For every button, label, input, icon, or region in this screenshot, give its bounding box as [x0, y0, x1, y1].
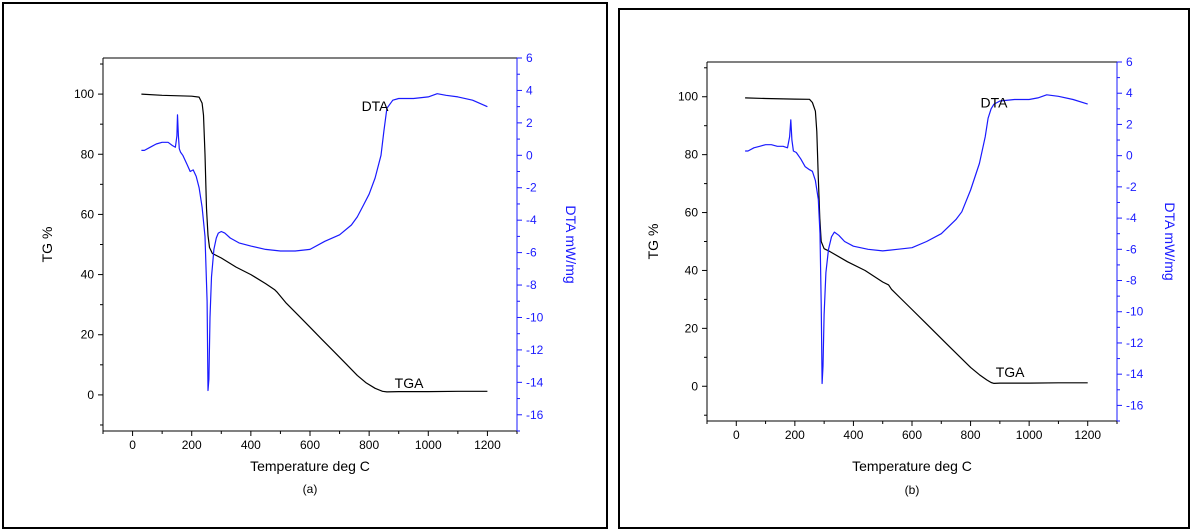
- y-right-tick-label: -2: [1126, 180, 1137, 194]
- y-left-tick-label: 40: [685, 263, 699, 277]
- y-right-tick-label: -12: [1126, 336, 1144, 350]
- y-right-tick-label: -16: [1126, 398, 1144, 412]
- x-tick-label: 600: [902, 428, 922, 442]
- panel-caption: (b): [905, 483, 920, 497]
- y-right-tick-label: -4: [526, 213, 537, 227]
- y-right-axis-title: DTA mW/mg: [563, 205, 579, 283]
- x-tick-label: 400: [843, 428, 863, 442]
- panel-caption: (a): [303, 482, 318, 496]
- y-right-tick-label: -8: [526, 278, 537, 292]
- y-right-tick-label: -2: [526, 181, 537, 195]
- dta-annotation: DTA: [981, 95, 1009, 111]
- tga-series-line: [745, 97, 1088, 384]
- y-left-axis-title: TG %: [39, 227, 55, 263]
- y-right-tick-label: -10: [1126, 305, 1144, 319]
- y-right-tick-label: 0: [1126, 149, 1133, 163]
- y-right-axis-title: DTA mW/mg: [1162, 202, 1178, 280]
- x-tick-label: 200: [182, 438, 202, 452]
- chart-b: 0 200 400 600 800 1000 12000204060801006420-2-…: [645, 55, 1178, 497]
- y-left-tick-label: 20: [81, 328, 95, 342]
- y-left-tick-label: 60: [81, 207, 95, 221]
- x-tick-label: 400: [241, 438, 261, 452]
- dta-annotation: DTA: [362, 98, 390, 114]
- y-right-tick-label: 4: [526, 83, 533, 97]
- tga-annotation: TGA: [996, 364, 1025, 380]
- y-right-tick-label: 6: [1126, 55, 1133, 69]
- y-right-tick-label: -8: [1126, 274, 1137, 288]
- chart-panel-b: [618, 8, 1190, 529]
- x-tick-label: 200: [785, 428, 805, 442]
- y-left-tick-label: 80: [81, 147, 95, 161]
- x-axis-title: Temperature deg C: [250, 458, 370, 474]
- x-tick-label: 1200: [1074, 428, 1101, 442]
- y-left-axis-title: TG %: [645, 224, 661, 260]
- x-tick-label: 800: [961, 428, 981, 442]
- x-tick-label: 0: [733, 428, 740, 442]
- x-tick-label: 0: [129, 438, 136, 452]
- dta-series-line: [141, 93, 488, 392]
- y-right-tick-label: -6: [1126, 242, 1137, 256]
- chart-a: 0 200 400 600 800 1000 12000204060801006420-2-…: [39, 51, 579, 496]
- tga-series-line: [141, 93, 488, 393]
- y-left-tick-label: 0: [87, 388, 94, 402]
- x-tick-label: 1000: [415, 438, 442, 452]
- y-right-tick-label: -6: [526, 246, 537, 260]
- y-right-tick-label: -16: [526, 408, 544, 422]
- x-tick-label: 1000: [1016, 428, 1043, 442]
- tga-annotation: TGA: [395, 375, 424, 391]
- y-right-tick-label: 2: [526, 116, 533, 130]
- y-right-tick-label: -4: [1126, 211, 1137, 225]
- x-tick-label: 1200: [474, 438, 501, 452]
- y-left-tick-label: 80: [685, 148, 699, 162]
- y-left-tick-label: 20: [685, 321, 699, 335]
- y-left-tick-label: 40: [81, 268, 95, 282]
- y-right-tick-label: 0: [526, 148, 533, 162]
- x-tick-label: 800: [359, 438, 379, 452]
- dta-series-line: [745, 94, 1088, 385]
- y-left-tick-label: 100: [74, 87, 94, 101]
- x-axis-title: Temperature deg C: [852, 458, 972, 474]
- y-right-tick-label: -12: [526, 343, 544, 357]
- y-right-tick-label: -14: [1126, 367, 1144, 381]
- y-left-tick-label: 100: [678, 90, 698, 104]
- y-right-tick-label: 6: [526, 51, 533, 65]
- y-right-tick-label: -14: [526, 375, 544, 389]
- y-right-tick-label: 2: [1126, 117, 1133, 131]
- y-right-tick-label: 4: [1126, 86, 1133, 100]
- x-tick-label: 600: [300, 438, 320, 452]
- y-right-tick-label: -10: [526, 310, 544, 324]
- y-left-tick-label: 0: [691, 379, 698, 393]
- y-left-tick-label: 60: [685, 206, 699, 220]
